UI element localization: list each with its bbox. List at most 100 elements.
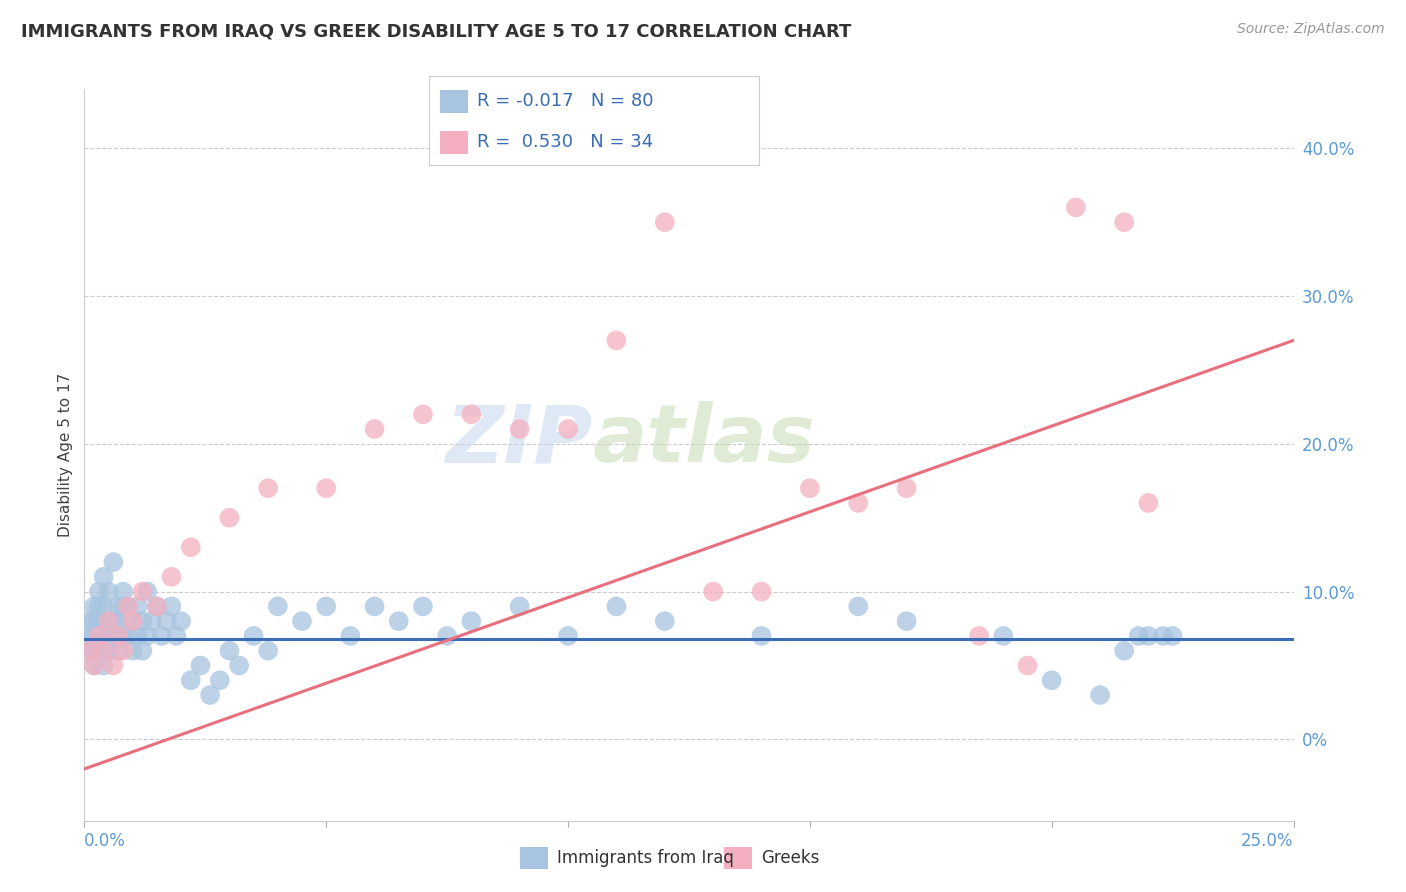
Text: ZIP: ZIP [444,401,592,479]
Point [267,599,290,614]
Y-axis label: Disability Age 5 to 17: Disability Age 5 to 17 [58,373,73,537]
Point [107,599,129,614]
Point [107,614,129,628]
Point [77,614,100,628]
Point [107,629,129,643]
Point [160,599,183,614]
Point [605,334,627,348]
Point [460,407,482,421]
Point [87,614,110,628]
Point [315,481,337,495]
Point [93,570,115,584]
Point [83,643,105,657]
Point [121,643,143,657]
Point [83,629,105,643]
Point [412,599,434,614]
Point [1064,201,1087,215]
Point [77,643,100,657]
Point [117,629,139,643]
Point [1040,673,1063,688]
Point [112,629,135,643]
Point [412,407,434,421]
Point [107,643,129,657]
Point [83,658,105,673]
Point [190,658,212,673]
Point [83,614,105,628]
Point [112,599,135,614]
Point [896,481,918,495]
Point [993,629,1015,643]
Point [198,688,221,702]
Point [87,629,110,643]
Point [87,629,110,643]
Point [605,599,627,614]
Text: Greeks: Greeks [761,849,820,867]
Point [967,629,990,643]
Point [146,599,169,614]
Point [87,584,110,599]
Point [1114,643,1136,657]
Point [131,614,153,628]
Point [150,629,173,643]
Point [77,643,100,657]
Text: Source: ZipAtlas.com: Source: ZipAtlas.com [1237,22,1385,37]
Point [1114,215,1136,229]
Point [146,599,169,614]
Point [339,629,361,643]
Point [557,422,579,436]
Point [363,422,385,436]
Point [846,496,869,510]
Point [112,643,135,657]
Point [131,584,153,599]
Point [257,481,280,495]
Point [93,643,115,657]
Point [160,570,183,584]
Point [388,614,411,628]
Point [363,599,385,614]
Point [97,584,120,599]
Text: R = -0.017   N = 80: R = -0.017 N = 80 [477,92,654,110]
Point [1137,629,1160,643]
Point [121,614,143,628]
Point [751,629,773,643]
Point [103,629,125,643]
Point [87,643,110,657]
Point [291,614,314,628]
Point [242,629,264,643]
Point [93,614,115,628]
Text: Immigrants from Iraq: Immigrants from Iraq [557,849,734,867]
Point [1088,688,1111,702]
Point [103,658,125,673]
Point [165,629,187,643]
Point [1128,629,1150,643]
Point [93,658,115,673]
Text: R =  0.530   N = 34: R = 0.530 N = 34 [477,133,652,151]
Point [654,215,676,229]
Point [112,584,135,599]
Point [93,629,115,643]
Point [103,555,125,569]
Point [136,584,159,599]
Point [509,422,531,436]
Point [103,614,125,628]
Point [93,599,115,614]
Point [117,599,139,614]
Point [97,643,120,657]
Point [121,614,143,628]
Point [97,614,120,628]
Point [1152,629,1174,643]
Point [557,629,579,643]
Point [97,629,120,643]
Point [1137,496,1160,510]
Point [654,614,676,628]
Point [155,614,177,628]
Point [180,673,202,688]
Point [257,643,280,657]
Point [896,614,918,628]
Point [218,510,240,524]
Point [127,599,149,614]
Point [1161,629,1184,643]
Point [509,599,531,614]
Point [208,673,231,688]
Point [87,599,110,614]
